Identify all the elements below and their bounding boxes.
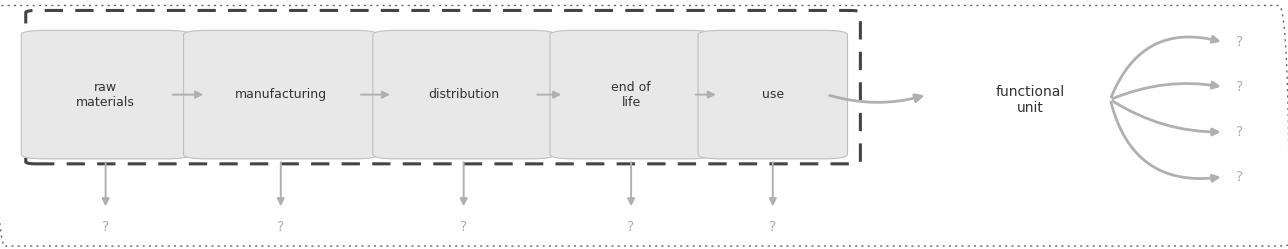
Text: ?: ? bbox=[1236, 125, 1244, 139]
Text: raw
materials: raw materials bbox=[76, 81, 135, 109]
Text: ?: ? bbox=[1236, 170, 1244, 184]
Text: functional
unit: functional unit bbox=[996, 84, 1065, 115]
Text: distribution: distribution bbox=[428, 88, 500, 101]
Text: ?: ? bbox=[627, 220, 635, 234]
Text: ?: ? bbox=[102, 220, 109, 234]
Text: ?: ? bbox=[460, 220, 468, 234]
FancyBboxPatch shape bbox=[550, 30, 712, 159]
FancyBboxPatch shape bbox=[374, 30, 554, 159]
Text: end of
life: end of life bbox=[612, 81, 650, 109]
Text: ?: ? bbox=[769, 220, 777, 234]
Text: ?: ? bbox=[1236, 35, 1244, 49]
Text: ?: ? bbox=[277, 220, 285, 234]
FancyBboxPatch shape bbox=[184, 30, 377, 159]
Text: manufacturing: manufacturing bbox=[234, 88, 327, 101]
Text: use: use bbox=[761, 88, 784, 101]
FancyBboxPatch shape bbox=[698, 30, 848, 159]
Text: ?: ? bbox=[1236, 80, 1244, 94]
FancyBboxPatch shape bbox=[22, 30, 191, 159]
